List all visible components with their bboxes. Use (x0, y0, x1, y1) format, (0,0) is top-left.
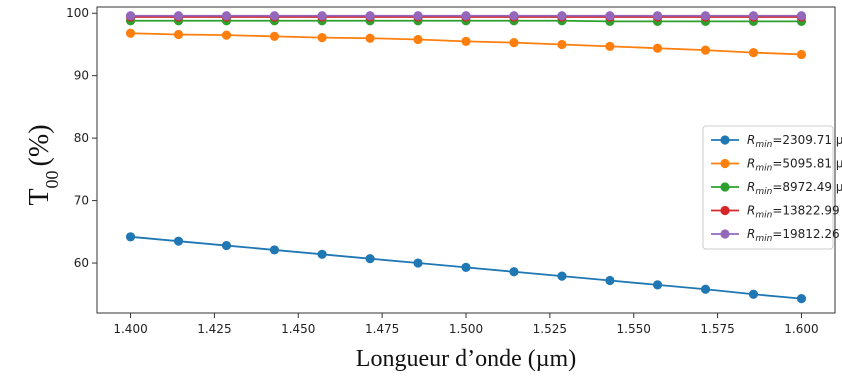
data-point (748, 11, 759, 21)
data-point (269, 11, 280, 21)
data-point (317, 11, 327, 21)
data-point (221, 240, 232, 251)
legend-marker (720, 229, 730, 239)
data-point (557, 39, 567, 50)
data-point (796, 49, 807, 60)
x-tick-label: 1.475 (365, 322, 399, 336)
data-point (413, 11, 423, 21)
x-tick-label: 1.525 (533, 322, 567, 336)
series-5 (125, 11, 807, 21)
plot-layer: 1.400 1.425 1.450 1.475 1.500 1.525 1.550 1.575… (66, 6, 836, 336)
data-point (125, 11, 136, 21)
x-axis-title: Longueur d’onde (µm) (356, 346, 576, 372)
data-point (365, 254, 375, 264)
data-point (173, 11, 184, 21)
legend-item: Rmin=19812.26 µm (711, 227, 842, 244)
x-tick-label: 1.425 (197, 322, 231, 336)
data-point (509, 267, 519, 277)
x-tick-label: 1.400 (113, 322, 147, 336)
series-1 (125, 232, 807, 304)
data-point (269, 31, 280, 41)
y-tick-label: 90 (74, 69, 89, 83)
data-point (605, 11, 615, 21)
y-axis-title: T00 (%) (24, 124, 62, 205)
data-point (557, 11, 567, 21)
data-point (700, 11, 711, 21)
data-point (221, 30, 232, 40)
x-tick-label: 1.550 (617, 322, 651, 336)
legend-item: Rmin=13822.99 µm (711, 204, 842, 221)
series-2 (125, 28, 807, 60)
data-point (365, 11, 375, 21)
legend-item: Rmin=2309.71 µm (711, 133, 842, 150)
data-point (269, 245, 280, 255)
svg-text:T00(%): T00 (%) (24, 124, 62, 205)
y-axis-title-base: T (24, 188, 55, 205)
data-point (700, 45, 711, 55)
data-point (652, 11, 663, 21)
x-tick-label: 1.600 (784, 322, 818, 336)
y-tick-label: 70 (74, 194, 89, 208)
data-point (173, 29, 184, 40)
data-point (605, 275, 615, 286)
data-point (509, 11, 519, 21)
y-tick-label: 100 (66, 6, 89, 20)
data-point (125, 232, 136, 242)
data-point (557, 271, 567, 281)
y-tick-label: 80 (74, 131, 89, 145)
data-point (796, 294, 807, 304)
data-point (748, 47, 759, 58)
data-point (413, 34, 423, 45)
data-point (317, 249, 327, 259)
data-point (509, 37, 519, 48)
legend-label: Rmin=19812.26 µm (747, 227, 842, 244)
data-point (461, 36, 471, 46)
y-tick-label: 60 (74, 256, 89, 270)
data-point (221, 11, 232, 21)
data-point (748, 289, 759, 299)
legend-label: Rmin=13822.99 µm (747, 204, 842, 221)
legend-box (702, 125, 834, 250)
x-tick-label: 1.450 (281, 322, 315, 336)
x-tick-label: 1.575 (700, 322, 734, 336)
data-point (605, 41, 615, 51)
data-point (700, 284, 711, 294)
data-point (413, 258, 423, 268)
legend-item: Rmin=8972.49 µm (711, 180, 842, 197)
data-point (317, 33, 327, 43)
y-axis-title-sub: 00 (42, 170, 62, 188)
data-point (125, 28, 136, 38)
legend-item: Rmin=5095.81 µm (711, 157, 842, 174)
data-point (652, 43, 663, 53)
data-point (652, 280, 663, 290)
legend-marker (720, 205, 730, 216)
x-tick-label: 1.500 (449, 322, 483, 336)
data-point (461, 11, 471, 21)
legend-marker (720, 158, 730, 169)
data-point (365, 33, 375, 43)
y-axis-title-unit: (%) (24, 124, 55, 166)
data-point (173, 236, 184, 246)
legend-label: Rmin=5095.81 µm (747, 157, 842, 174)
legend-label: Rmin=2309.71 µm (747, 133, 842, 150)
data-point (796, 11, 807, 21)
legend: Rmin=2309.71 µm Rmin=5095.81 µm Rmin=8972.… (702, 125, 842, 250)
legend-marker (720, 182, 730, 192)
data-point (461, 262, 471, 273)
legend-label: Rmin=8972.49 µm (747, 180, 842, 197)
legend-marker (720, 135, 730, 145)
